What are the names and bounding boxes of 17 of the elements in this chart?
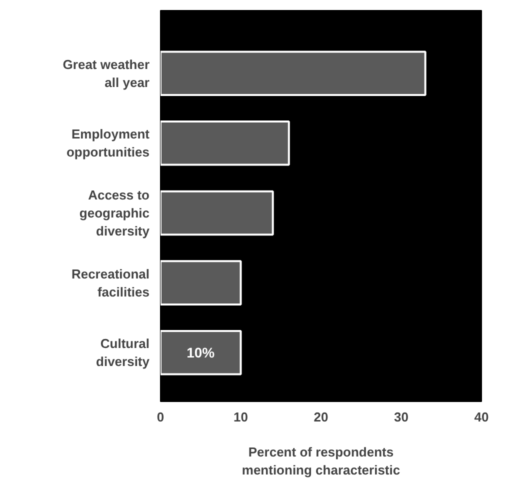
bar [160,330,242,376]
y-tick-label: Recreational facilities [71,266,150,300]
y-tick-label: Employment opportunities [66,126,150,160]
bar [160,260,242,306]
bar [160,50,426,96]
bar [160,190,274,236]
y-tick-label: Cultural diversity [96,336,150,370]
x-tick-label: 40 [474,410,489,424]
x-axis-title: Percent of respondents mentioning characteristic [242,444,400,478]
x-tick-label: 10 [234,410,248,424]
x-tick-label: 20 [314,410,328,424]
bar [160,120,290,166]
data-label: 10% [186,344,216,361]
y-tick-label: Great weather all year [62,56,150,90]
x-tick-label: 30 [394,410,408,424]
x-tick-label: 0 [156,410,164,424]
y-tick-label: Access to geographic diversity [79,187,150,238]
